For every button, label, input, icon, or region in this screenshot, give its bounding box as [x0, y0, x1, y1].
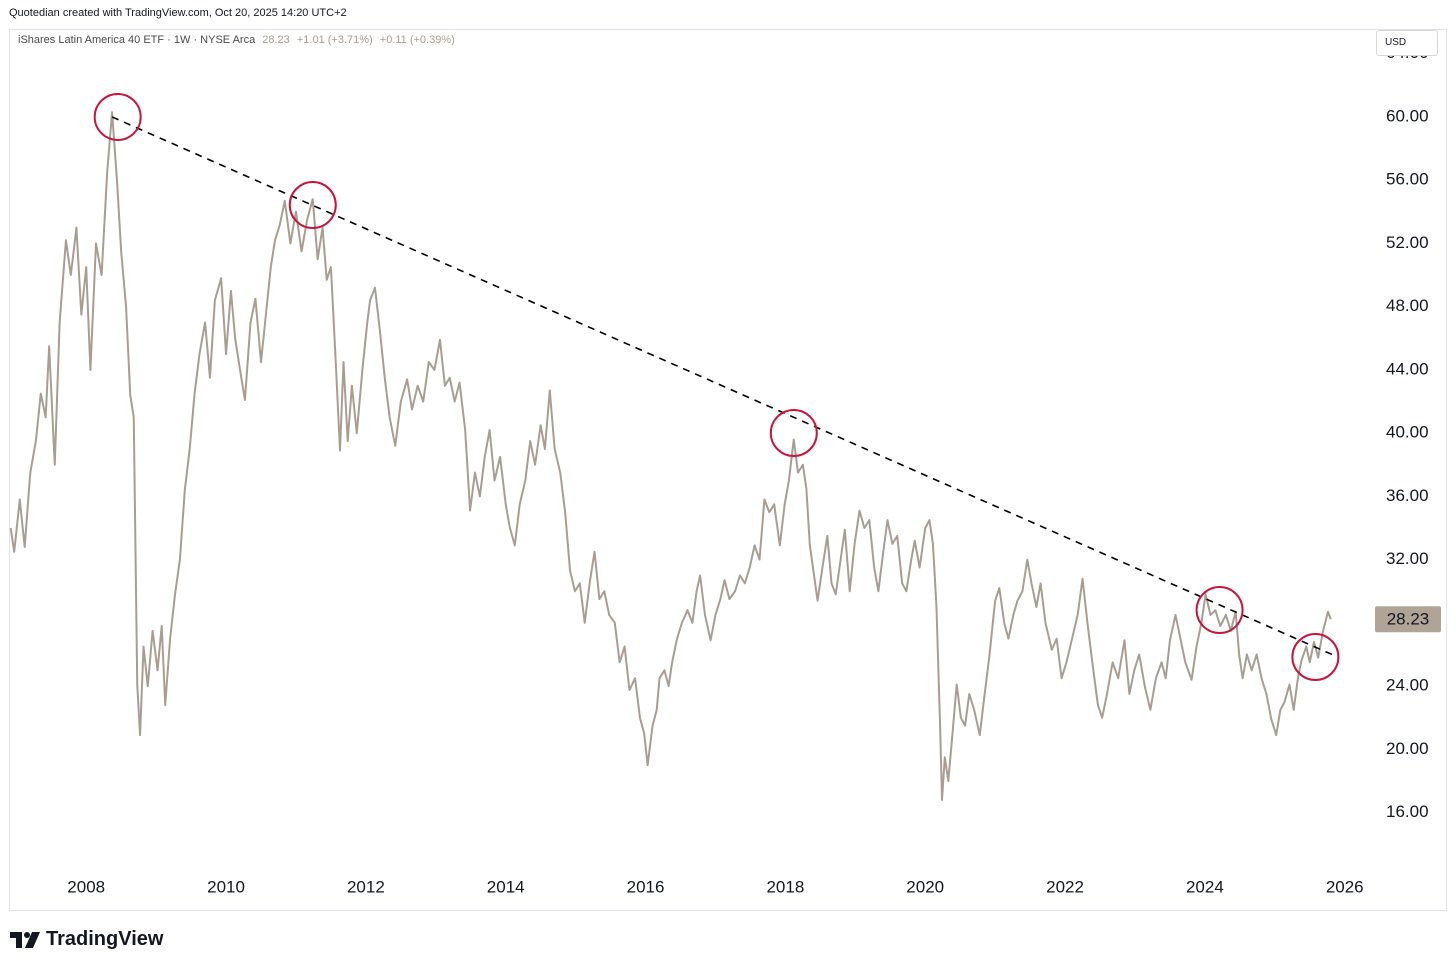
symbol-title: iShares Latin America 40 ETF · 1W · NYSE… [18, 34, 256, 46]
highlight-circle [93, 92, 142, 141]
y-tick-label: 52.00 [1386, 233, 1429, 252]
y-tick-label: 48.00 [1386, 296, 1429, 315]
highlight-circle [1291, 633, 1340, 682]
y-tick-label: 16.00 [1386, 802, 1429, 821]
highlight-circle [1195, 586, 1244, 635]
y-tick-label: 36.00 [1386, 486, 1429, 505]
y-tick-label: 40.00 [1386, 423, 1429, 442]
y-tick-label: 56.00 [1386, 170, 1429, 189]
y-tick-label: 24.00 [1386, 676, 1429, 695]
last-price: 28.23 [262, 34, 290, 46]
logo-icon [10, 931, 40, 948]
price-change-alt: +0.11 (+0.39%) [379, 34, 455, 46]
x-tick-label: 2008 [67, 877, 105, 896]
y-tick-label: 44.00 [1386, 359, 1429, 378]
price-line [9, 111, 1332, 801]
x-tick-label: 2024 [1186, 877, 1224, 896]
x-tick-label: 2012 [347, 877, 385, 896]
x-tick-label: 2026 [1326, 877, 1364, 896]
attribution: Quotedian created with TradingView.com, … [9, 7, 347, 19]
trend-line [111, 116, 1339, 658]
highlight-circle [288, 181, 337, 230]
y-tick-label: 60.00 [1386, 106, 1429, 125]
last-price-box [1375, 606, 1441, 633]
y-tick-label: 32.00 [1386, 549, 1429, 568]
logo: TradingView [10, 928, 163, 951]
x-tick-label: 2022 [1046, 877, 1084, 896]
x-tick-label: 2016 [627, 877, 665, 896]
logo-text: TradingView [46, 928, 164, 950]
currency-button[interactable]: USD [1376, 30, 1438, 56]
y-tick-label: 20.00 [1386, 739, 1429, 758]
price-change: +1.01 (+3.71%) [296, 34, 373, 46]
x-tick-label: 2010 [207, 877, 245, 896]
symbol-legend: iShares Latin America 40 ETF · 1W · NYSE… [18, 34, 455, 46]
x-tick-label: 2020 [906, 877, 944, 896]
x-tick-label: 2014 [487, 877, 525, 896]
last-price-label: 28.23 [1387, 610, 1430, 629]
x-tick-label: 2018 [766, 877, 804, 896]
chart-frame [9, 29, 1447, 911]
highlight-circle [769, 408, 818, 457]
